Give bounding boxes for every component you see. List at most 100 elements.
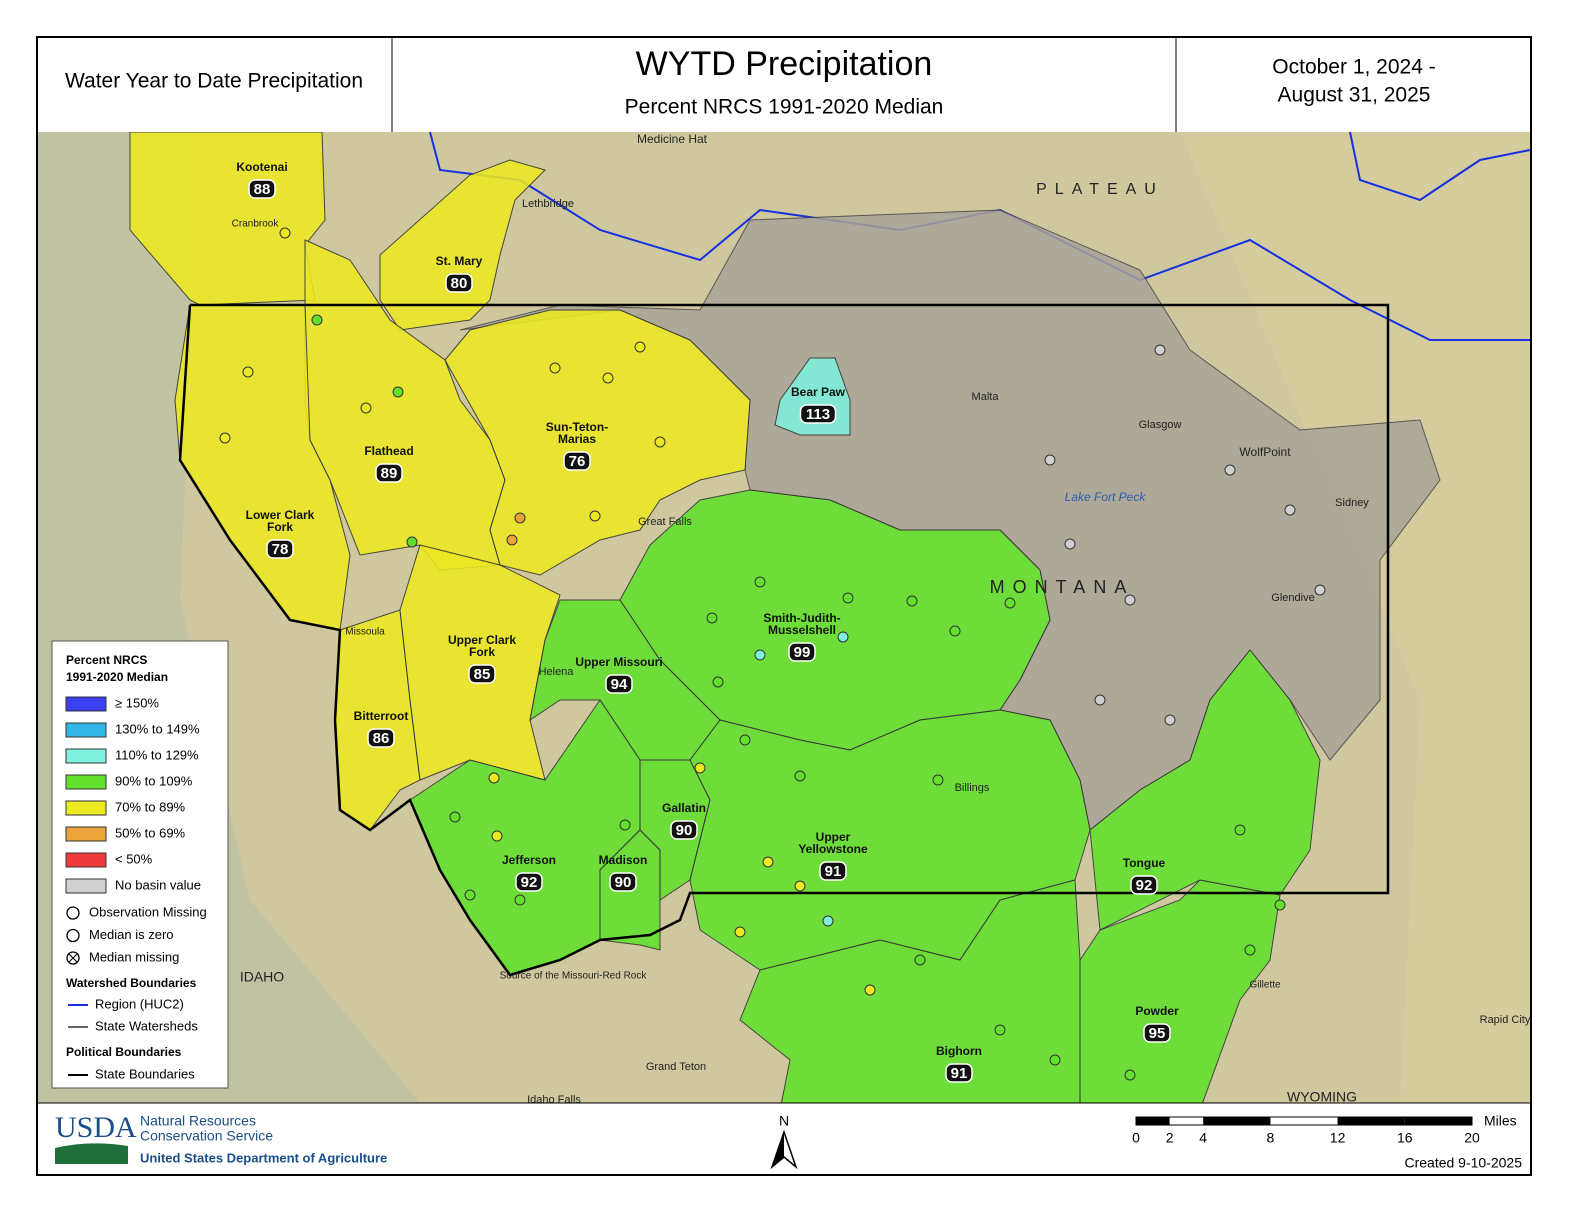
station: [392, 386, 404, 398]
legend-symbol: [68, 953, 78, 963]
place-label: Billings: [955, 782, 990, 794]
value-badge: [515, 872, 543, 892]
basins: [129, 132, 1441, 1103]
value-badge: [1130, 875, 1158, 895]
station: [994, 1024, 1006, 1036]
value-badge: [945, 1063, 973, 1083]
station: [842, 592, 854, 604]
station: [1094, 694, 1106, 706]
scale-tick-label: 2: [1166, 1130, 1174, 1146]
station: [549, 362, 561, 374]
value-badge: [375, 463, 403, 483]
value-badge: [266, 539, 294, 559]
legend-label: 70% to 89%: [115, 799, 186, 814]
value-badge: [468, 664, 496, 684]
station: [449, 811, 461, 823]
station: [1284, 504, 1296, 516]
station: [1314, 584, 1326, 596]
value-badge: [248, 179, 276, 199]
terrain: [1180, 132, 1530, 1103]
place-label: Sidney: [1335, 497, 1369, 509]
station: [488, 772, 500, 784]
station: [822, 915, 834, 927]
scale-tick-label: 4: [1199, 1130, 1207, 1146]
huc2-boundary: [1349, 132, 1530, 202]
value-badge: [670, 820, 698, 840]
station: [406, 536, 418, 548]
place-label: IDAHO: [240, 969, 284, 985]
place-label: Cranbrook: [232, 219, 280, 230]
value-badge: [819, 861, 847, 881]
department: United States Department of Agriculture: [140, 1150, 387, 1165]
basin-value: 76: [569, 453, 586, 470]
value-badge: [799, 404, 837, 424]
legend-swatch: [65, 696, 107, 712]
basin-value: 92: [1136, 877, 1153, 894]
station: [589, 510, 601, 522]
station: [949, 625, 961, 637]
station: [1224, 464, 1236, 476]
value-badge: [367, 728, 395, 748]
legend-label: Median is zero: [89, 927, 174, 942]
basin-value: 95: [1149, 1025, 1166, 1042]
basin-name: Madison: [599, 853, 648, 867]
scale-segment: [1203, 1117, 1271, 1125]
station: [837, 631, 849, 643]
station: [514, 894, 526, 906]
legend-items: Percent NRCS 1991-2020 Median ≥ 150% 130% t…: [65, 653, 207, 1081]
place-label: Idaho Falls: [527, 1094, 581, 1106]
map: Medicine Hat Lethbridge Cranbrook Malta Glas…: [38, 132, 1531, 1106]
station: [1004, 597, 1016, 609]
basin-name: Gallatin: [662, 801, 706, 815]
station: [514, 512, 526, 524]
station: [914, 954, 926, 966]
legend-symbol: [66, 928, 80, 943]
scale-segment: [1337, 1117, 1405, 1125]
legend-symbol: [66, 906, 80, 920]
basin-value: 78: [272, 541, 289, 558]
basin-value: 86: [373, 730, 390, 747]
station: [602, 372, 614, 384]
basin-name: Kootenai: [236, 160, 287, 174]
basin-name: Jefferson: [502, 853, 556, 867]
station: [794, 770, 806, 782]
date-range: August 31, 2025: [1278, 84, 1431, 107]
places: Medicine Hat Lethbridge Cranbrook Malta Glas…: [232, 132, 1531, 1106]
basin-value: 92: [521, 874, 538, 891]
legend-label: State Boundaries: [95, 1066, 195, 1081]
station: [634, 341, 646, 353]
place-label: Medicine Hat: [637, 132, 708, 146]
legend-label: State Watersheds: [95, 1018, 198, 1033]
basin-name: Fork: [469, 645, 495, 659]
station: [654, 436, 666, 448]
station: [1244, 944, 1256, 956]
basin-value: 85: [474, 666, 491, 683]
station: [506, 534, 518, 546]
legend-label: 50% to 69%: [115, 825, 186, 840]
station: [864, 984, 876, 996]
value-badge: [1143, 1023, 1171, 1043]
scale-segment: [1136, 1117, 1170, 1125]
legend-swatch: [65, 878, 107, 894]
agency: Natural Resources: [140, 1113, 256, 1129]
station: [491, 830, 503, 842]
basin-name: Marias: [558, 432, 596, 446]
station: [464, 889, 476, 901]
basin-name: Flathead: [364, 444, 413, 458]
basin-value: 99: [794, 644, 811, 661]
basin-value: 80: [451, 275, 468, 292]
basin-value: 91: [951, 1065, 968, 1082]
legend-label: ≥ 150%: [115, 695, 159, 710]
station: [619, 819, 631, 831]
basin-name: Upper Missouri: [575, 655, 662, 669]
place-label: Rapid City: [1480, 1014, 1531, 1026]
value-badge: [563, 451, 591, 471]
value-badge: [605, 674, 633, 694]
state-boundary: [178, 303, 1390, 977]
station: [734, 926, 746, 938]
basin-name: Bear Paw: [791, 385, 846, 399]
station: [754, 649, 766, 661]
created-date: Created 9-10-2025: [1404, 1155, 1522, 1171]
place-label: Grand Teton: [646, 1061, 706, 1073]
